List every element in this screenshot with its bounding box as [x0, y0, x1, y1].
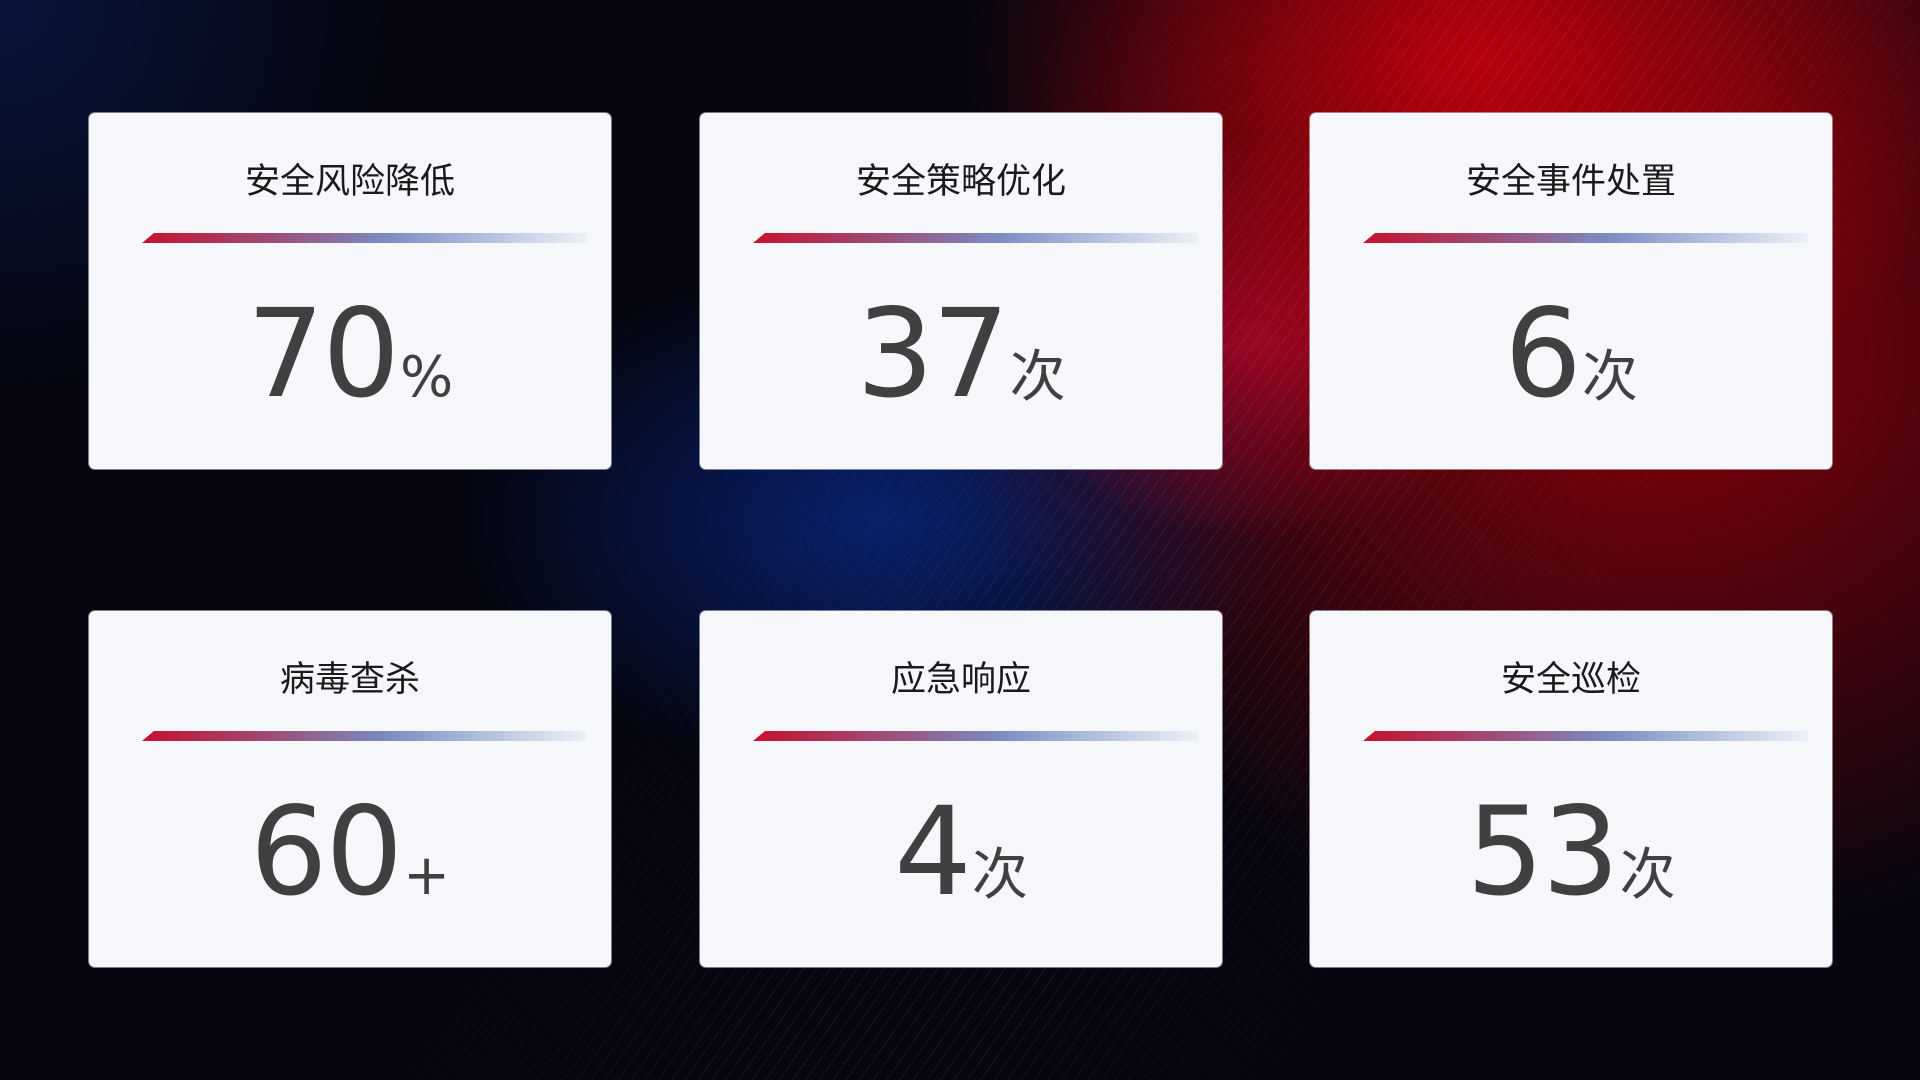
- card-divider: [753, 233, 1198, 243]
- value-unit: +: [403, 843, 451, 908]
- value-unit: 次: [1619, 843, 1676, 908]
- stat-card-virus-removal: 病毒查杀 60+: [89, 611, 611, 967]
- stat-card-security-inspection: 安全巡检 53次: [1310, 611, 1832, 967]
- card-title: 安全策略优化: [855, 162, 1066, 202]
- card-value: 60+: [89, 781, 611, 923]
- stat-card-emergency-response: 应急响应 4次: [700, 611, 1222, 967]
- card-value: 53次: [1310, 781, 1832, 923]
- value-unit: 次: [971, 843, 1028, 908]
- value-number: 70: [246, 283, 400, 425]
- card-value: 37次: [700, 283, 1222, 425]
- value-number: 53: [1466, 781, 1619, 923]
- card-divider: [1363, 233, 1808, 243]
- value-unit: 次: [1581, 345, 1638, 410]
- card-title: 病毒查杀: [279, 660, 420, 700]
- card-title: 安全事件处置: [1465, 162, 1676, 202]
- card-divider: [142, 731, 587, 741]
- value-unit: 次: [1009, 345, 1066, 410]
- card-title: 安全巡检: [1500, 660, 1641, 700]
- value-number: 37: [856, 283, 1009, 425]
- value-number: 4: [894, 781, 972, 923]
- value-number: 6: [1504, 283, 1582, 425]
- card-title: 安全风险降低: [244, 162, 455, 202]
- stat-card-risk-reduction: 安全风险降低 70%: [89, 113, 611, 469]
- stat-card-incident-handling: 安全事件处置 6次: [1310, 113, 1832, 469]
- stat-card-policy-optimization: 安全策略优化 37次: [700, 113, 1222, 469]
- card-value: 6次: [1310, 283, 1832, 425]
- card-value: 70%: [89, 283, 611, 425]
- card-divider: [753, 731, 1198, 741]
- card-divider: [142, 233, 587, 243]
- value-number: 60: [249, 781, 403, 923]
- card-divider: [1363, 731, 1808, 741]
- value-unit: %: [400, 345, 454, 410]
- card-value: 4次: [700, 781, 1222, 923]
- card-title: 应急响应: [890, 660, 1031, 700]
